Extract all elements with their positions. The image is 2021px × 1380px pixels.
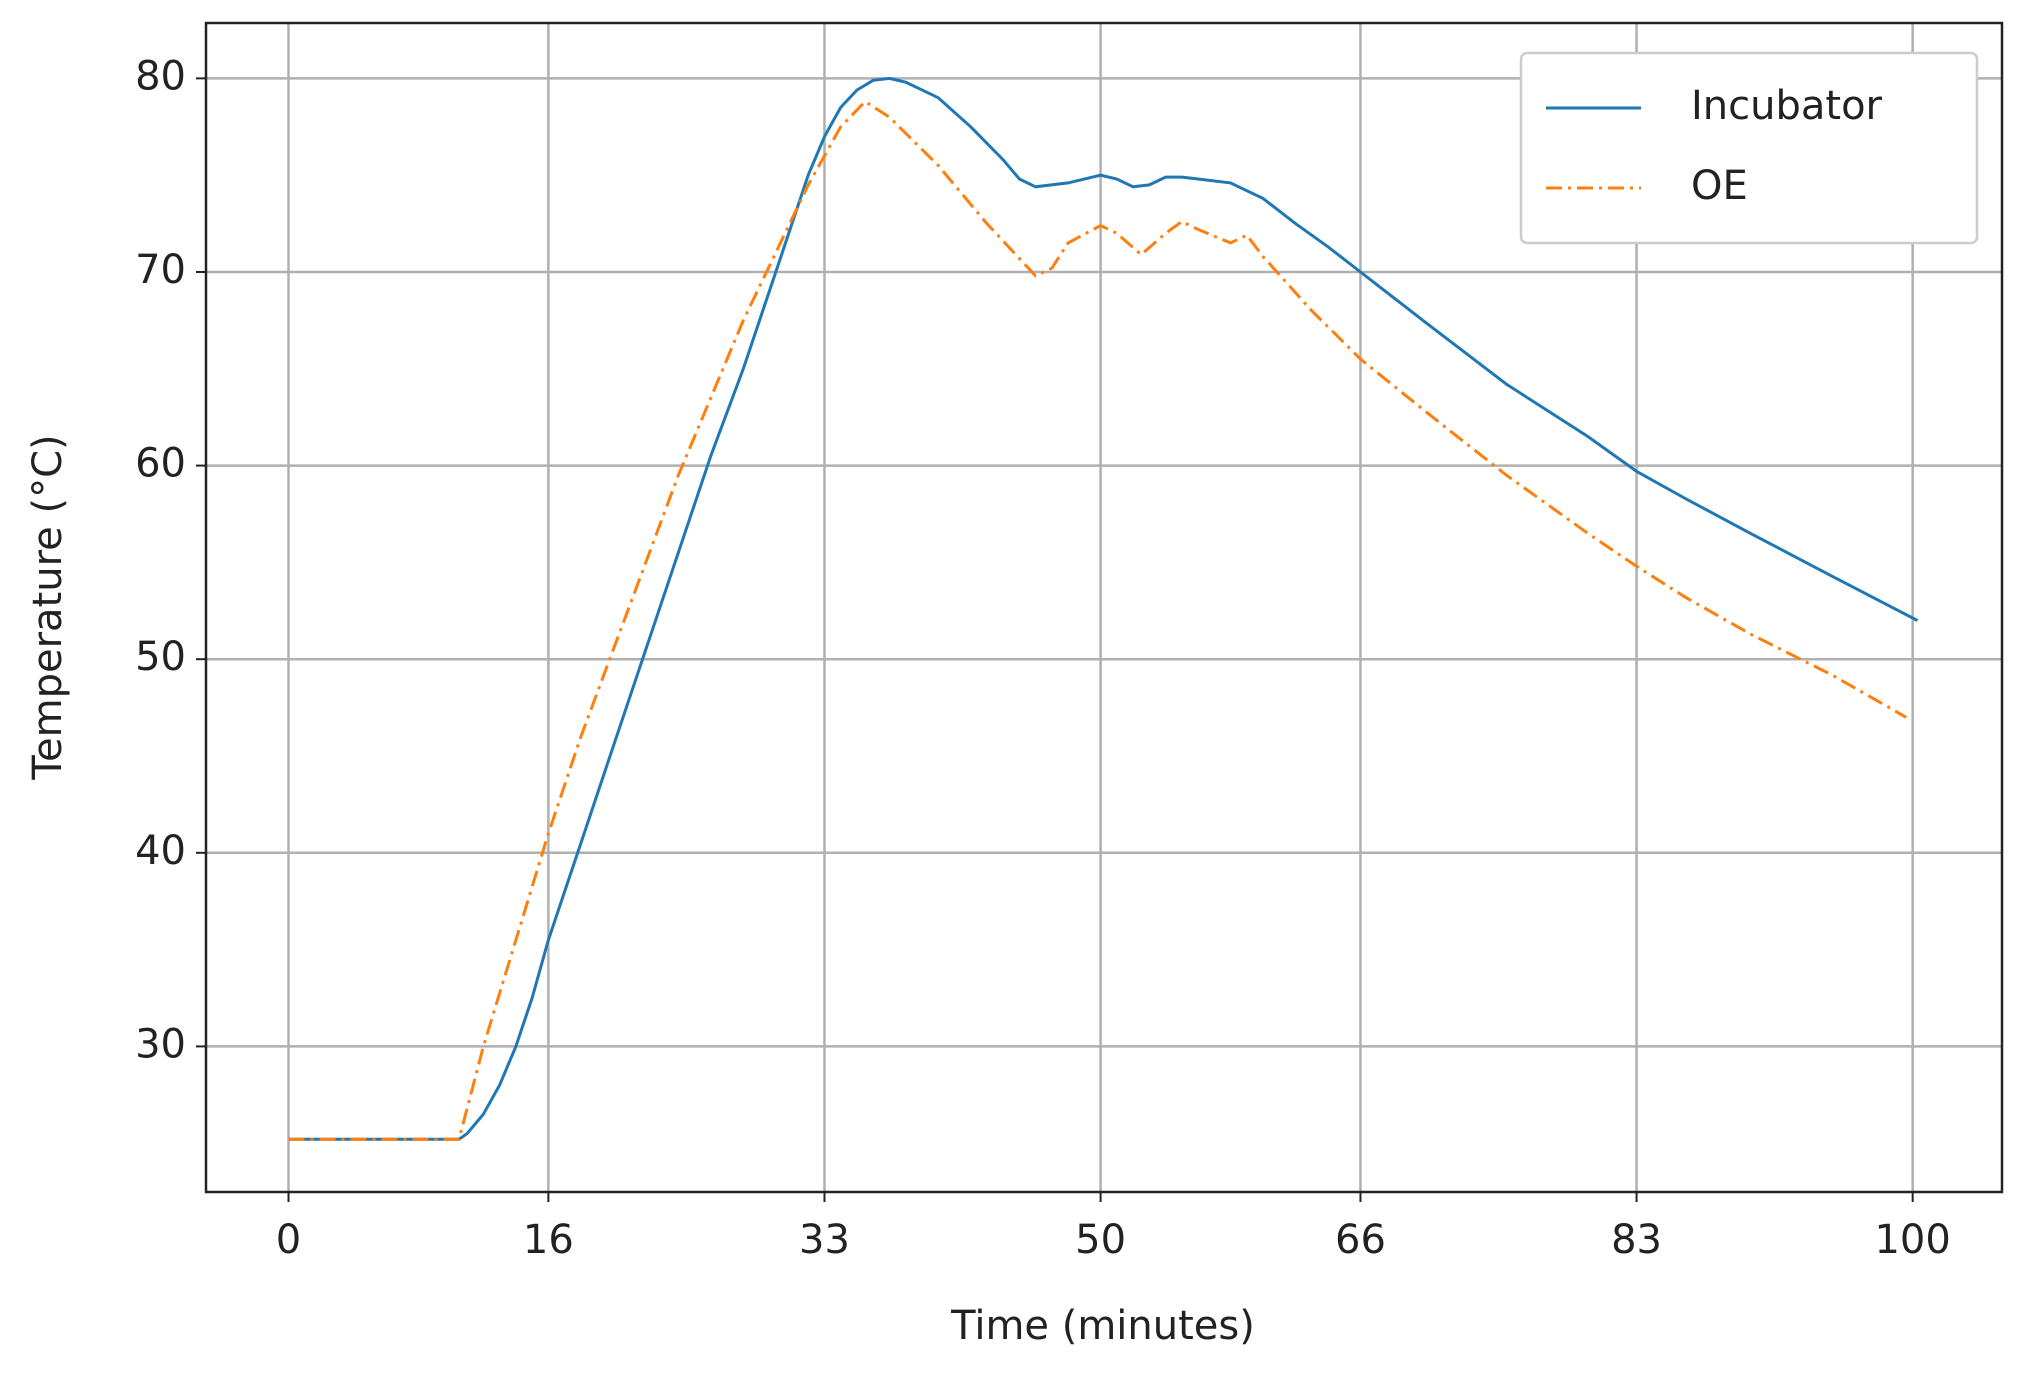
x-tick-label: 33	[799, 1217, 850, 1263]
y-axis-label: Temperature (°C)	[25, 434, 71, 780]
legend: Incubator OE	[1519, 51, 1979, 245]
y-tick-label: 40	[135, 828, 186, 874]
data-line	[288, 76, 1919, 1141]
y-tick-label: 30	[135, 1021, 186, 1067]
legend-box	[1519, 51, 1979, 245]
legend-label: OE	[1691, 163, 1748, 209]
x-tick-label: 50	[1075, 1217, 1126, 1263]
plot-frame	[204, 21, 2004, 1194]
x-axis-label: Time (minutes)	[950, 1303, 1255, 1349]
x-tick-label: 16	[523, 1217, 574, 1263]
x-tick-label: 83	[1611, 1217, 1662, 1263]
y-tick-label: 80	[135, 53, 186, 99]
y-tick-label: 70	[135, 247, 186, 293]
y-tick-label: 50	[135, 634, 186, 680]
x-tick-label: 100	[1874, 1217, 1950, 1263]
y-tick-label: 60	[135, 441, 186, 487]
x-tick-label: 0	[276, 1217, 301, 1263]
x-tick-label: 66	[1335, 1217, 1386, 1263]
data-line	[288, 99, 1907, 1141]
legend-label: Incubator	[1691, 83, 1883, 129]
